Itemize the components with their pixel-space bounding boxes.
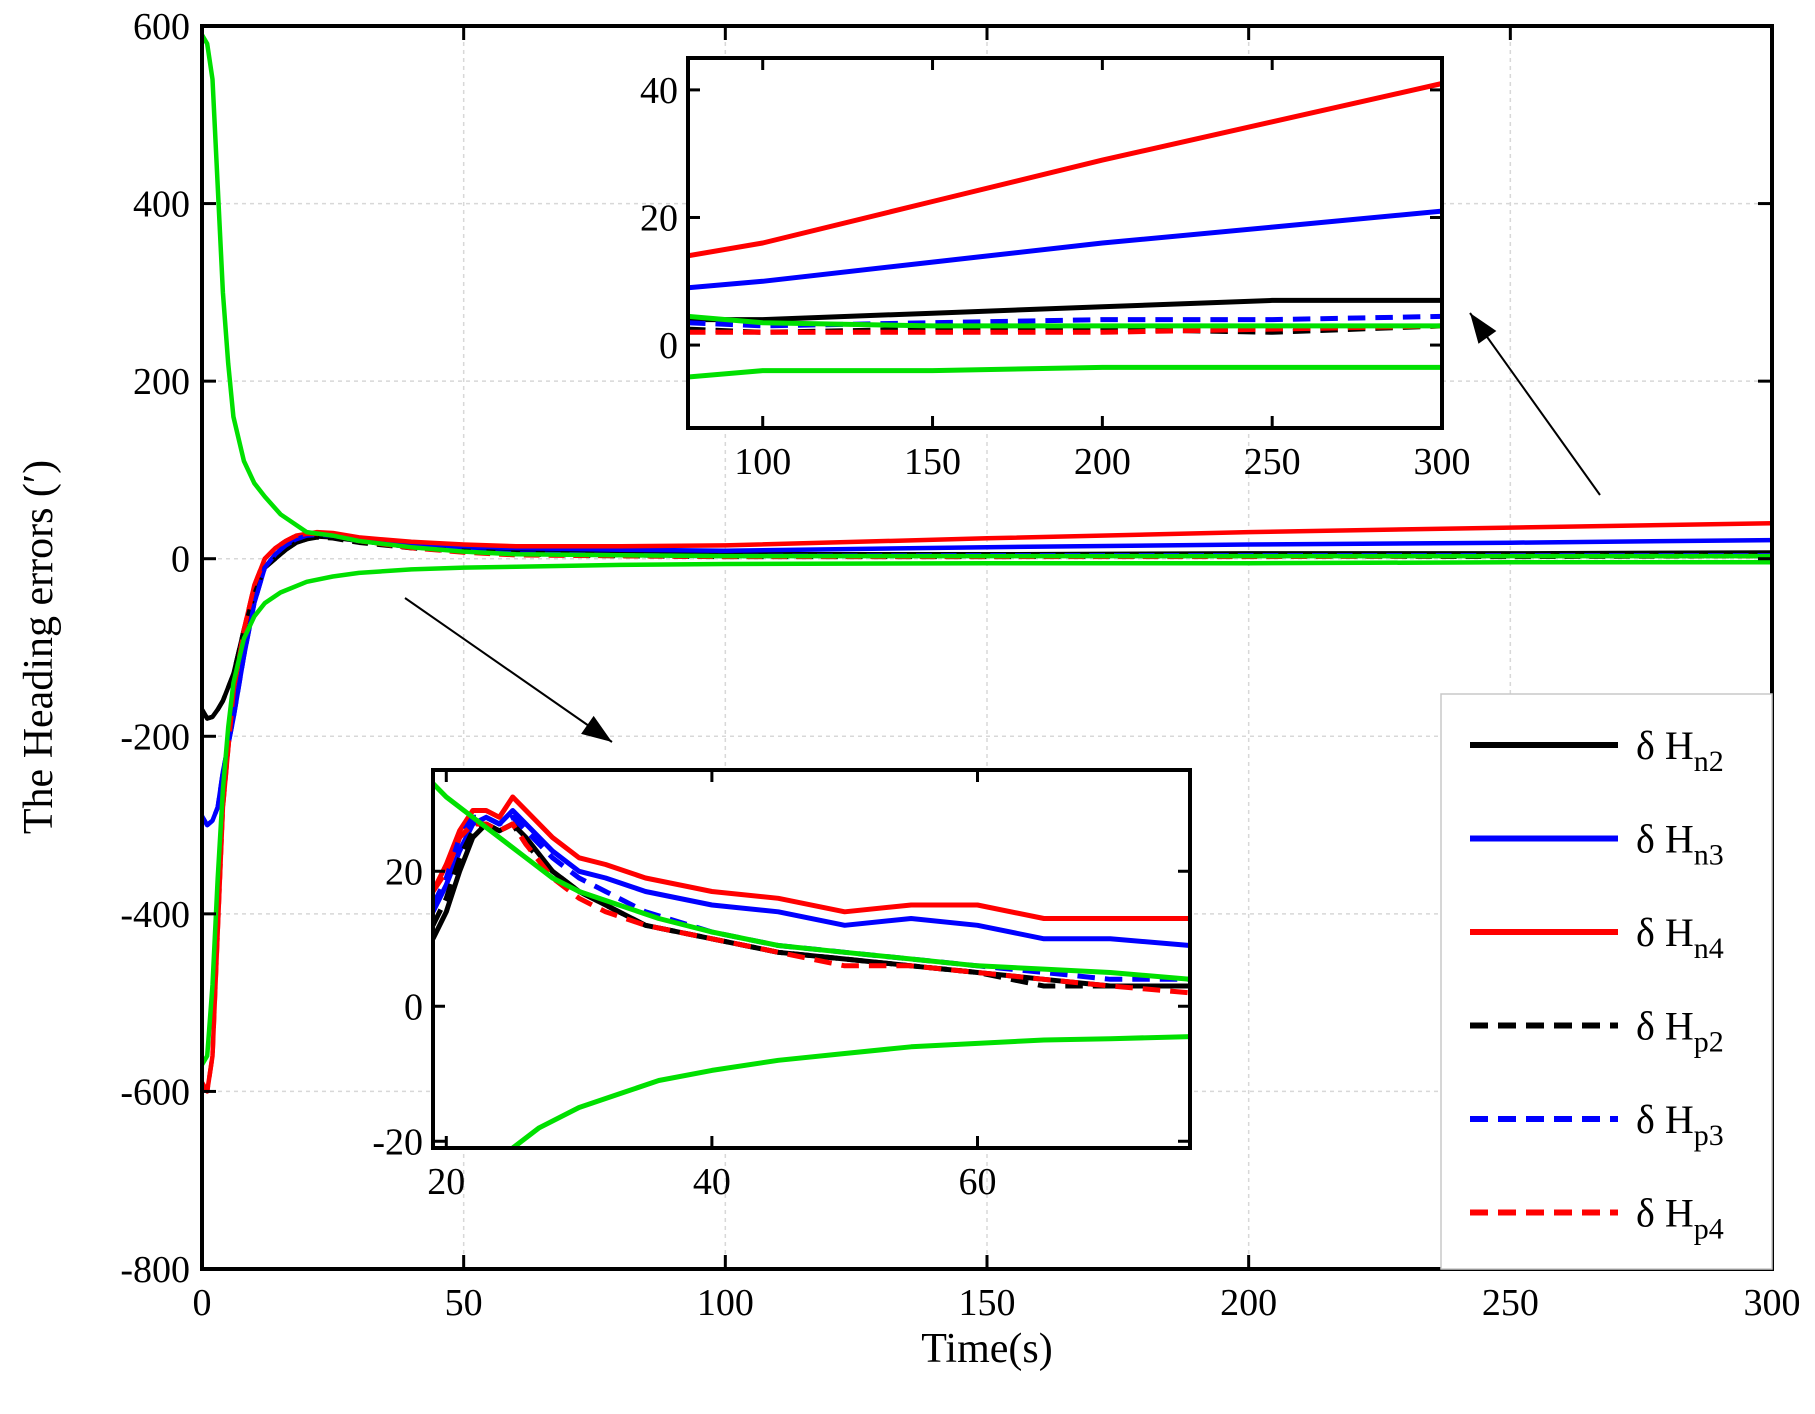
- annotation-arrows: [404, 312, 1601, 743]
- arrow-to-top-inset-head: [1470, 313, 1497, 344]
- inset-late-frame: [686, 56, 1444, 430]
- legend-label-subscript: n4: [1694, 932, 1724, 965]
- inset-early-series-n4: [433, 794, 1190, 921]
- inset-early-background: [433, 770, 1190, 1148]
- inset-early-y-tick-label: 20: [385, 851, 423, 893]
- x-tick-label: 150: [959, 1282, 1016, 1324]
- legend-label-subscript: n2: [1694, 745, 1724, 778]
- legend-label-n4: δ Hn4: [1636, 910, 1724, 965]
- inset-late-y-tick-label: 0: [659, 325, 678, 367]
- inset-early-x-tick-label: 60: [959, 1161, 997, 1203]
- arrow-to-top-inset-shaft: [1469, 312, 1601, 496]
- inset-early-series: [433, 781, 1190, 1148]
- inset-early-series-n3: [433, 808, 1190, 948]
- y-tick-label: -800: [120, 1249, 190, 1291]
- inset-late-y-tick-label: 40: [640, 70, 678, 112]
- legend-label-symbol: δ H: [1636, 723, 1694, 768]
- inset-late-x-tick-label: 150: [904, 441, 961, 483]
- legend-label-symbol: δ H: [1636, 1004, 1694, 1049]
- inset-early-y-tick-label: -20: [372, 1121, 423, 1163]
- x-tick-label: 250: [1482, 1282, 1539, 1324]
- x-tick-label: 0: [193, 1282, 212, 1324]
- inset-early-frame: [431, 768, 1192, 1150]
- legend-label-symbol: δ H: [1636, 1097, 1694, 1142]
- y-axis-label: The Heading errors (′): [16, 460, 62, 834]
- arrow-to-bottom-inset-shaft: [404, 597, 613, 743]
- main-series-green-7: [200, 560, 1772, 1066]
- inset-early-series-p4: [433, 821, 1190, 996]
- legend-label-n2: δ Hn2: [1636, 723, 1724, 778]
- y-tick-label: 0: [171, 539, 190, 581]
- inset-late-series-green-6: [688, 313, 1442, 329]
- inset-early-x-tick-label: 40: [693, 1161, 731, 1203]
- y-tick-label: 400: [133, 184, 190, 226]
- inset-late-x-tick-label: 300: [1414, 441, 1471, 483]
- inset-early-x-tick-label: 20: [427, 1161, 465, 1203]
- x-tick-label: 200: [1220, 1282, 1277, 1324]
- inset-late-x-tick-label: 200: [1074, 441, 1131, 483]
- main-series-green-6: [200, 33, 1772, 559]
- inset-early-series-green-7: [511, 1034, 1190, 1148]
- legend-label-symbol: δ H: [1636, 910, 1694, 955]
- inset-late-series: [688, 81, 1442, 380]
- inset-late-series-green-7: [688, 364, 1442, 380]
- legend-label-subscript: p3: [1694, 1119, 1724, 1152]
- inset-late-plot: 100 150 200 250 300 0 20 40: [640, 56, 1471, 483]
- y-tick-label: -400: [120, 894, 190, 936]
- legend-label-subscript: p4: [1694, 1213, 1724, 1246]
- arrow-to-bottom-inset-head: [581, 715, 612, 742]
- legend-label-symbol: δ H: [1636, 817, 1694, 862]
- inset-early-y-tick-label: 0: [404, 986, 423, 1028]
- x-tick-label: 100: [697, 1282, 754, 1324]
- legend-label-p4: δ Hp4: [1636, 1191, 1724, 1246]
- y-tick-label: -600: [120, 1071, 190, 1113]
- legend-label-symbol: δ H: [1636, 1191, 1694, 1236]
- inset-late-y-tick-label: 20: [640, 197, 678, 239]
- legend-label-p3: δ Hp3: [1636, 1097, 1724, 1152]
- legend-label-subscript: p2: [1694, 1026, 1724, 1059]
- y-tick-label: 600: [133, 6, 190, 48]
- inset-late-x-tick-label: 250: [1244, 441, 1301, 483]
- inset-late-x-tick-label: 100: [734, 441, 791, 483]
- inset-late-series-p4: [688, 323, 1442, 335]
- main-ticks: 0 50 100 150 200 250 300-800-600-400-200020040…: [120, 6, 1800, 1324]
- legend-box: [1440, 693, 1773, 1270]
- x-axis-label: Time(s): [921, 1326, 1052, 1372]
- y-tick-label: -200: [120, 716, 190, 758]
- inset-late-series-p3: [688, 313, 1442, 329]
- legend-label-p2: δ Hp2: [1636, 1004, 1724, 1059]
- inset-late-series-n4: [688, 81, 1442, 259]
- x-tick-label: 50: [445, 1282, 483, 1324]
- legend-label-n3: δ Hn3: [1636, 817, 1724, 872]
- y-tick-label: 200: [133, 361, 190, 403]
- legend-label-subscript: n3: [1694, 839, 1724, 872]
- inset-late-series-n3: [688, 208, 1442, 291]
- inset-early-plot: 20 40 60 -20 0 20: [372, 768, 1192, 1203]
- inset-early-series-green-6: [433, 781, 1190, 982]
- main-series: [200, 33, 1773, 1094]
- x-tick-label: 300: [1744, 1282, 1801, 1324]
